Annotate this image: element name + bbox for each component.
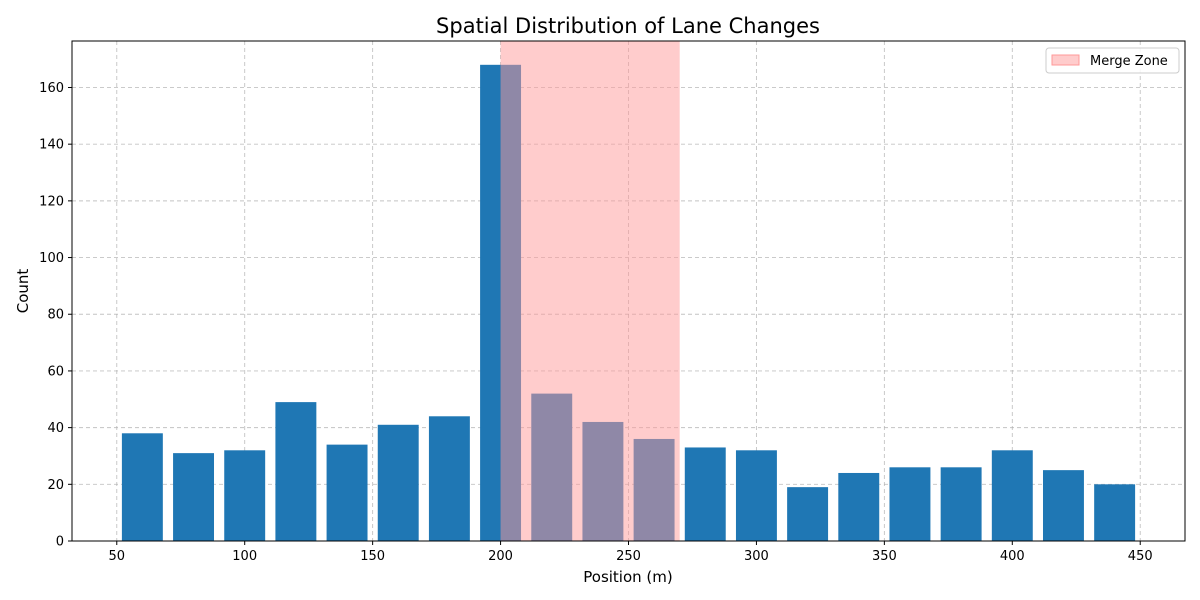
y-tick-label: 0 bbox=[56, 535, 64, 550]
bar bbox=[377, 424, 419, 541]
legend-box bbox=[1045, 47, 1180, 74]
bar bbox=[838, 472, 880, 541]
bar bbox=[121, 433, 163, 541]
x-tick-label: 150 bbox=[360, 549, 385, 564]
merge-zone-region bbox=[500, 41, 680, 541]
bar bbox=[275, 402, 317, 541]
y-tick-label: 100 bbox=[39, 251, 64, 266]
y-axis-label: Count bbox=[14, 269, 32, 314]
bar bbox=[787, 487, 829, 541]
x-tick-label: 450 bbox=[1128, 549, 1153, 564]
x-tick-label: 50 bbox=[109, 549, 126, 564]
bar bbox=[735, 450, 777, 541]
x-tick-label: 300 bbox=[744, 549, 769, 564]
y-tick-label: 160 bbox=[39, 81, 64, 96]
chart-title: Spatial Distribution of Lane Changes bbox=[436, 14, 820, 38]
bar bbox=[940, 467, 982, 541]
bar bbox=[1094, 484, 1136, 541]
x-tick-label: 100 bbox=[232, 549, 257, 564]
x-tick-label: 250 bbox=[616, 549, 641, 564]
legend: Merge Zone bbox=[1045, 47, 1180, 74]
bar bbox=[684, 447, 726, 541]
x-axis-label: Position (m) bbox=[583, 568, 673, 586]
x-tick-label: 350 bbox=[872, 549, 897, 564]
y-tick-label: 20 bbox=[47, 478, 64, 493]
x-tick-label: 200 bbox=[488, 549, 513, 564]
bar bbox=[991, 450, 1033, 541]
x-axis-ticks: 50 100 150 200 250 300 350 400 450 bbox=[109, 541, 1153, 564]
y-axis-ticks: 0 20 40 60 80 100 120 140 160 bbox=[39, 81, 72, 550]
legend-swatch-merge-zone bbox=[1051, 54, 1080, 66]
bar bbox=[428, 416, 470, 541]
x-tick-label: 400 bbox=[1000, 549, 1025, 564]
y-tick-label: 40 bbox=[47, 421, 64, 436]
legend-label-merge-zone: Merge Zone bbox=[1090, 54, 1168, 69]
bar bbox=[173, 453, 215, 541]
y-tick-label: 140 bbox=[39, 138, 64, 153]
bar bbox=[326, 444, 368, 541]
y-tick-label: 80 bbox=[47, 308, 64, 323]
y-tick-label: 120 bbox=[39, 194, 64, 209]
bar bbox=[1042, 470, 1084, 541]
y-tick-label: 60 bbox=[47, 364, 64, 379]
bar bbox=[889, 467, 931, 541]
bar bbox=[224, 450, 266, 541]
